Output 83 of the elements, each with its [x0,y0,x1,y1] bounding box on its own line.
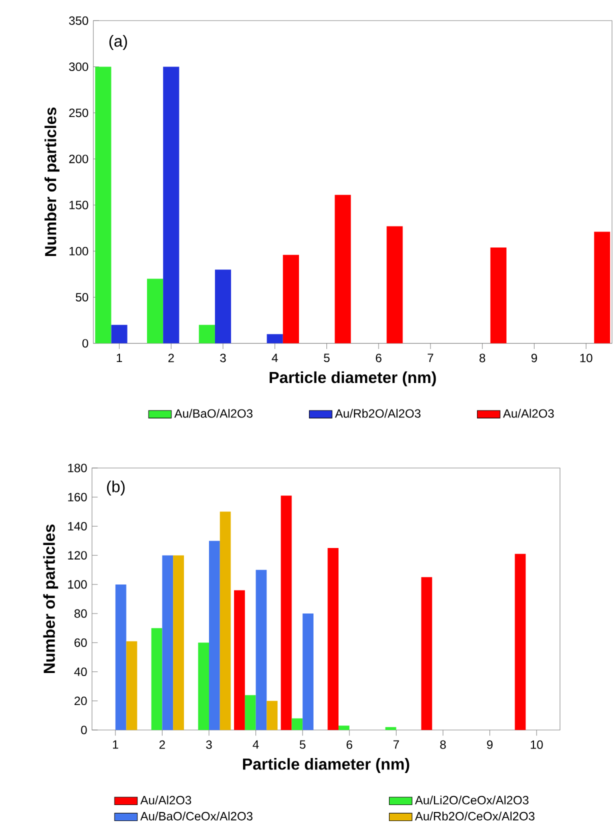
y-tick-label: 300 [69,62,88,72]
y-tick-label: 200 [69,154,88,164]
y-axis-title: Number of particles [43,524,58,674]
bar [514,554,526,730]
x-tick-label: 5 [300,740,306,749]
bar [126,641,138,730]
bar [302,614,314,730]
x-tick-label: 3 [206,740,212,749]
y-tick-label: 100 [70,246,88,256]
bar [292,718,303,730]
x-axis-title: Particle diameter (nm) [270,371,436,386]
bar [266,700,278,730]
bar [256,570,267,730]
x-tick-label: 6 [346,740,352,749]
y-tick-label: 350 [69,16,88,25]
x-tick-label: 10 [530,740,543,749]
bar [147,278,164,344]
x-tick-label: 8 [480,354,486,362]
x-tick-label: 3 [220,354,226,362]
bar [385,727,396,730]
y-tick-label: 50 [76,292,88,302]
bar [173,555,184,730]
bar [490,247,506,344]
y-tick-label: 180 [68,464,87,472]
x-tick-label: 10 [580,354,592,362]
x-tick-label: 9 [531,354,537,362]
bar [115,584,126,730]
bar [151,628,162,730]
bar [421,577,432,730]
bar [234,590,245,730]
legend-label: Au/Rb2O/CeOx/Al2O3 [414,812,534,820]
x-tick-label: 5 [324,354,330,362]
bar [209,540,220,730]
x-tick-label: 2 [168,354,174,362]
y-tick-label: 250 [69,108,88,118]
y-tick-label: 100 [68,580,87,589]
bar [338,726,350,730]
bar [163,66,180,344]
bar [244,695,256,730]
y-tick-label: 60 [74,638,87,647]
y-tick-label: 140 [68,522,87,530]
x-axis-title: Particle diameter (nm) [243,758,410,773]
legend-label: Au/BaO/CeOx/Al2O3 [140,812,252,820]
y-tick-label: 20 [74,696,87,706]
annotation: (a) [109,35,127,50]
x-tick-label: 8 [440,740,446,749]
y-tick-label: 150 [70,200,88,210]
bar [95,66,112,344]
y-tick-label: 80 [74,609,87,618]
bar [386,226,403,344]
x-tick-label: 1 [112,740,118,749]
x-tick-label: 9 [487,740,493,749]
x-tick-label: 1 [116,354,122,362]
x-tick-label: 6 [376,354,382,362]
legend-label: Au/Al2O3 [140,796,192,804]
y-tick-label: 0 [82,339,88,348]
bar [280,496,292,730]
y-tick-label: 0 [81,726,87,734]
bar [198,642,209,730]
x-tick-label: 4 [272,354,278,362]
bar [334,194,351,344]
bar [214,270,232,344]
bar [198,324,215,344]
x-tick-label: 7 [393,740,399,749]
legend-label: Au/Li2O/CeOx/Al2O3 [414,796,528,804]
y-axis-title: Number of particles [44,108,60,256]
y-tick-label: 160 [68,492,87,502]
bar [266,334,283,344]
x-tick-label: 7 [428,354,434,362]
y-tick-label: 120 [68,551,87,560]
bar [282,254,299,344]
legend-label: Au/BaO/Al2O3 [174,408,252,418]
bar [111,324,128,344]
bar [328,548,339,730]
annotation: (b) [107,480,125,496]
x-tick-label: 2 [159,740,165,749]
bar [594,232,610,344]
y-tick-label: 40 [74,668,87,676]
legend-label: Au/Al2O3 [503,408,554,418]
bar [162,555,174,730]
bar [220,512,231,730]
legend-label: Au/Rb2O/Al2O3 [334,408,420,418]
x-tick-label: 4 [252,740,259,749]
